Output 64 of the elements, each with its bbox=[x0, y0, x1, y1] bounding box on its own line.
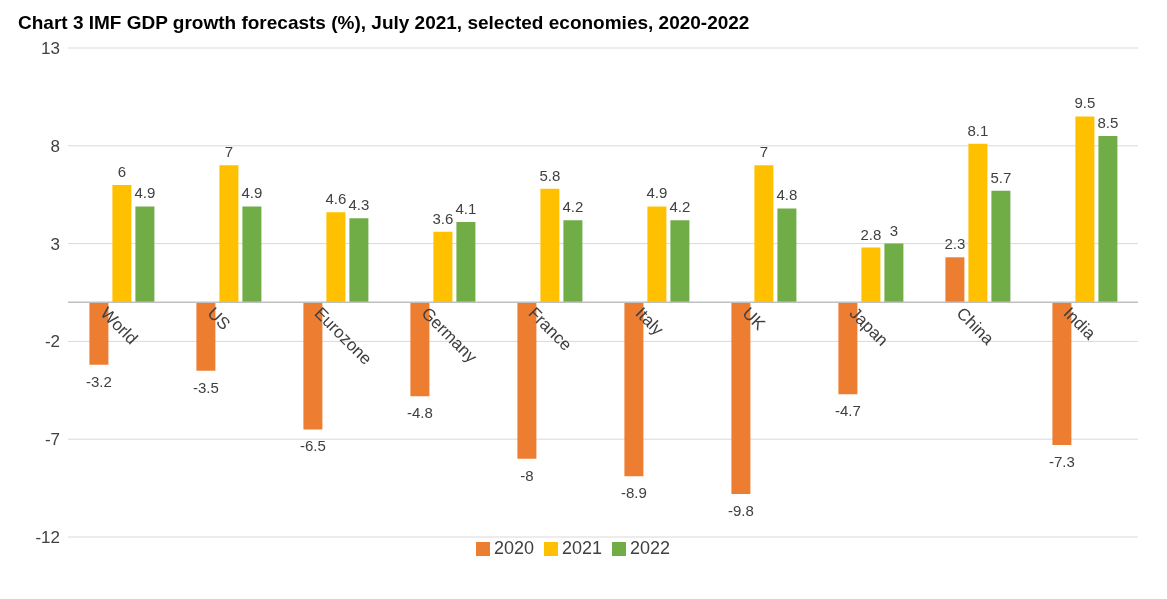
data-label: 4.1 bbox=[455, 200, 477, 218]
data-label: 4.3 bbox=[348, 196, 370, 214]
bar bbox=[1098, 136, 1118, 303]
data-label: -6.5 bbox=[299, 437, 326, 455]
legend-label: 2021 bbox=[561, 538, 603, 558]
y-tick-label: 8 bbox=[50, 136, 60, 156]
y-tick-label: 13 bbox=[41, 39, 60, 59]
data-label: 6 bbox=[117, 162, 127, 180]
data-label: 4.9 bbox=[241, 184, 263, 202]
bar bbox=[540, 188, 560, 303]
bar bbox=[219, 165, 239, 303]
bar bbox=[884, 243, 904, 303]
data-label: 7 bbox=[759, 143, 769, 161]
data-label: -3.5 bbox=[192, 378, 219, 396]
bar bbox=[242, 206, 262, 303]
data-label: 4.8 bbox=[776, 186, 798, 204]
data-label: 4.9 bbox=[134, 184, 156, 202]
bar bbox=[349, 218, 369, 303]
bar bbox=[456, 222, 476, 303]
data-label: -7.3 bbox=[1048, 453, 1075, 471]
bar bbox=[968, 143, 988, 303]
bar bbox=[861, 247, 881, 303]
x-tick-label: Italy bbox=[631, 303, 668, 340]
y-tick-label: -12 bbox=[35, 528, 60, 548]
y-tick-label: -7 bbox=[44, 430, 60, 450]
legend-label: 2020 bbox=[493, 538, 534, 558]
data-label: 5.8 bbox=[539, 166, 561, 184]
x-tick-label: US bbox=[203, 303, 234, 334]
data-label: 4.9 bbox=[646, 184, 668, 202]
data-label: -8 bbox=[520, 466, 534, 484]
data-label: 4.2 bbox=[669, 198, 691, 216]
data-label: 2.8 bbox=[860, 225, 882, 243]
data-label: 7 bbox=[224, 143, 234, 161]
data-label: -4.7 bbox=[834, 402, 861, 420]
legend-label: 2022 bbox=[630, 538, 671, 558]
data-label: 8.1 bbox=[967, 121, 989, 139]
bar bbox=[433, 231, 453, 303]
x-tick-label: UK bbox=[738, 303, 770, 335]
data-label: 2.3 bbox=[944, 235, 966, 253]
chart-title: Chart 3 IMF GDP growth forecasts (%), July 2021, selected economies, 2020-2022 bbox=[18, 12, 750, 34]
data-label: -3.2 bbox=[85, 372, 112, 390]
bar bbox=[112, 184, 132, 303]
bar bbox=[1075, 116, 1095, 303]
bar bbox=[945, 257, 965, 303]
bar bbox=[135, 206, 155, 303]
data-label: -9.8 bbox=[727, 501, 754, 519]
bar bbox=[991, 190, 1011, 303]
data-label: 8.5 bbox=[1097, 114, 1119, 132]
data-label: 5.7 bbox=[990, 168, 1012, 186]
data-label: -4.8 bbox=[406, 404, 433, 422]
bar bbox=[670, 220, 690, 303]
bar bbox=[647, 206, 667, 303]
bar bbox=[326, 212, 346, 303]
y-tick-label: 3 bbox=[50, 234, 60, 254]
data-label: -8.9 bbox=[620, 484, 647, 502]
bar bbox=[754, 165, 774, 303]
data-label: 4.6 bbox=[325, 190, 347, 208]
data-label: 4.2 bbox=[562, 198, 584, 216]
data-label: 9.5 bbox=[1074, 94, 1096, 112]
y-tick-label: -2 bbox=[44, 332, 60, 352]
bar bbox=[777, 208, 797, 303]
bar bbox=[563, 220, 583, 303]
data-label: 3.6 bbox=[432, 209, 454, 227]
data-label: 3 bbox=[889, 221, 899, 239]
